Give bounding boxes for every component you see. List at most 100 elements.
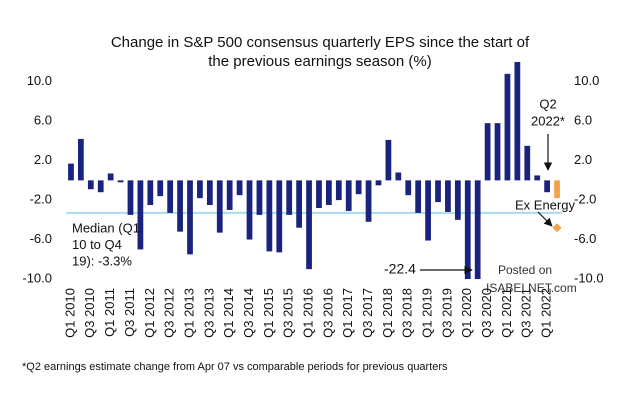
- median-label: Median (Q1: [72, 220, 140, 235]
- bar: [157, 180, 164, 197]
- bar: [326, 180, 332, 206]
- watermark: ISABELNET.com: [486, 281, 577, 295]
- bar: [107, 173, 114, 181]
- bar: [127, 180, 134, 215]
- bar: [425, 180, 431, 241]
- bar: [375, 180, 382, 186]
- bar: [474, 180, 481, 279]
- chart-title: Change in S&P 500 consensus quarterly EP…: [111, 34, 530, 51]
- median-label: 10 to Q4: [72, 237, 122, 252]
- x-tick-label: Q1 2010: [62, 288, 77, 338]
- y2-tick-label: -10.0: [574, 270, 604, 285]
- bar: [355, 180, 362, 195]
- x-tick-label: Q3 2015: [281, 288, 296, 338]
- ex-energy-marker: [552, 223, 562, 233]
- x-tick-label: Q3 2010: [82, 288, 97, 338]
- bar: [524, 145, 531, 181]
- bar: [296, 180, 302, 228]
- x-tick-label: Q1 2017: [340, 288, 355, 338]
- y-tick-label: -6.0: [30, 231, 52, 246]
- x-tick-label: Q3 2018: [400, 288, 415, 338]
- bar: [236, 180, 243, 196]
- x-tick-label: Q3 2012: [162, 288, 177, 338]
- x-tick-label: Q3 2014: [241, 288, 256, 338]
- bar: [137, 180, 144, 250]
- x-tick-label: Q3 2011: [122, 288, 137, 337]
- bar: [68, 163, 74, 181]
- bar: [385, 139, 392, 181]
- bar: [97, 180, 104, 193]
- x-tick-label: Q1 2013: [181, 288, 196, 338]
- estimate-label: Q2: [539, 96, 556, 111]
- plot-area: [66, 62, 562, 279]
- x-tick-label: Q1 2022: [539, 288, 554, 338]
- bar: [177, 180, 183, 232]
- y2-tick-label: 2.0: [574, 152, 592, 167]
- bar: [445, 180, 451, 212]
- bar: [415, 180, 422, 213]
- bar: [494, 123, 501, 181]
- y-tick-label: 2.0: [34, 152, 52, 167]
- x-tick-label: Q3 2013: [201, 288, 216, 338]
- bar: [554, 180, 560, 199]
- bar: [226, 180, 233, 210]
- x-tick-label: Q1 2014: [221, 288, 236, 338]
- x-tick-label: Q1 2015: [261, 288, 276, 338]
- median-label: 19): -3.3%: [72, 253, 132, 268]
- bar: [197, 180, 203, 199]
- bar: [276, 180, 283, 253]
- chart-title: the previous earnings season (%): [208, 53, 431, 70]
- bar: [306, 180, 312, 270]
- bar: [286, 180, 293, 215]
- x-tick-label: Q1 2019: [420, 288, 435, 338]
- ex-energy-label: Ex Energy: [515, 197, 575, 212]
- bar: [345, 180, 352, 211]
- watermark: Posted on: [498, 263, 552, 277]
- bar: [316, 180, 322, 208]
- x-tick-label: Q3 2020: [479, 288, 494, 338]
- x-tick-label: Q1 2011: [102, 288, 117, 337]
- bar: [464, 180, 471, 279]
- bar: [246, 180, 253, 240]
- bar: [405, 180, 412, 196]
- y2-tick-label: -2.0: [574, 192, 596, 207]
- x-tick-label: Q3 2017: [360, 288, 375, 338]
- bar: [335, 180, 342, 201]
- bar: [216, 180, 223, 233]
- bar: [365, 180, 372, 222]
- value-label: -22.4: [384, 261, 416, 277]
- estimate-label: 2022*: [531, 113, 565, 128]
- x-tick-label: Q1 2018: [380, 288, 395, 338]
- y-tick-label: 10.0: [27, 73, 52, 88]
- bar: [454, 180, 461, 220]
- bar: [514, 62, 521, 181]
- bar: [534, 175, 541, 181]
- bar: [395, 172, 402, 181]
- bar: [484, 123, 491, 181]
- x-tick-label: Q3 2021: [519, 288, 534, 338]
- x-tick-label: Q1 2012: [142, 288, 157, 338]
- x-tick-label: Q3 2019: [439, 288, 454, 338]
- bar: [117, 180, 124, 183]
- bar: [78, 138, 84, 181]
- x-tick-label: Q1 2021: [499, 288, 514, 338]
- x-tick-label: Q1 2016: [300, 288, 315, 338]
- y-tick-label: -10.0: [22, 270, 52, 285]
- x-tick-label: Q1 2020: [459, 288, 474, 338]
- bar: [266, 180, 273, 252]
- bar: [435, 180, 441, 203]
- bar: [206, 180, 213, 206]
- x-tick-label: Q3 2016: [320, 288, 335, 338]
- y2-tick-label: -6.0: [574, 231, 596, 246]
- arrow: [537, 211, 553, 227]
- bar: [147, 180, 154, 206]
- y2-tick-label: 6.0: [574, 113, 592, 128]
- footnote: *Q2 earnings estimate change from Apr 07…: [22, 361, 448, 373]
- bar: [544, 180, 550, 193]
- bar: [256, 180, 263, 215]
- bar: [187, 180, 193, 255]
- bar: [87, 180, 94, 190]
- y-tick-label: 6.0: [34, 113, 52, 128]
- bar: [167, 180, 174, 213]
